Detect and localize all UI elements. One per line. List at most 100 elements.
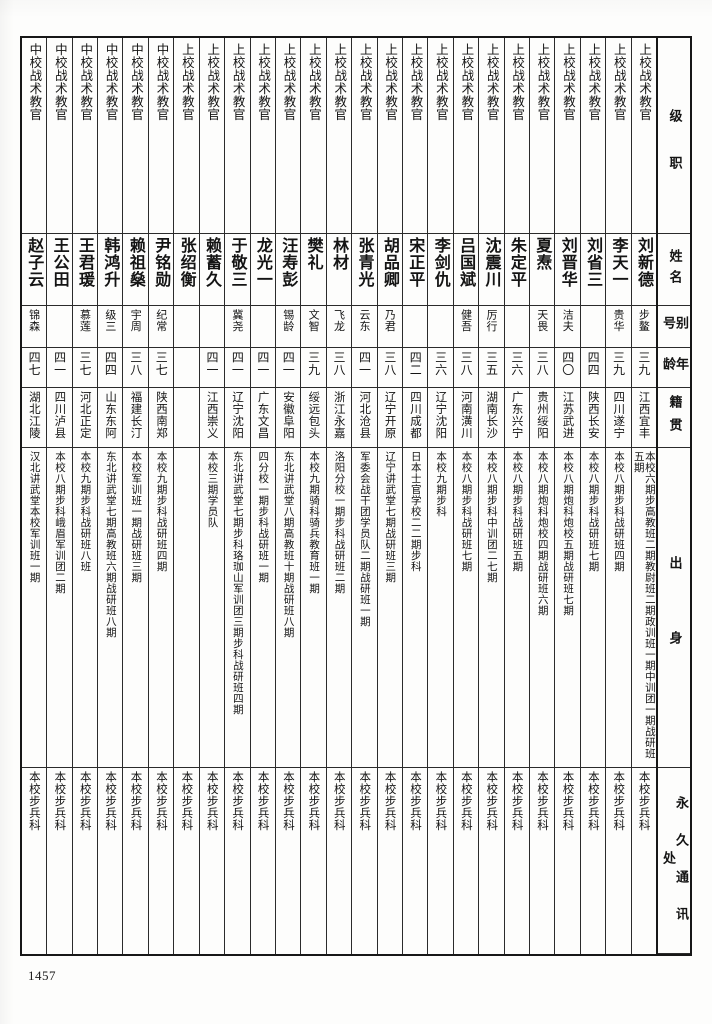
roster-column[interactable]: 上校战术教官 刘新德 步鳌 三九 江西宜丰 本校六期步高教班二期教尉班二期政训班一期中训团… — [630, 38, 656, 954]
header-label-name: 姓名 — [666, 248, 682, 291]
cell-age: 三六 — [504, 348, 529, 388]
cell-age: 四一 — [275, 348, 301, 388]
cell-age: 三八 — [123, 348, 148, 388]
value-permanent-address: 本校步兵科 — [78, 771, 93, 831]
value-origin: 本校九期步科 — [435, 451, 448, 517]
value-permanent-address: 本校步兵科 — [154, 771, 169, 831]
roster-column[interactable]: 上校战术教官 赖蓄久 四一 江西崇义 本校三期学员队 本校步兵科 — [198, 38, 225, 954]
cell-name: 于敬三 — [225, 234, 250, 306]
value-permanent-address: 本校步兵科 — [129, 771, 144, 831]
value-alias: 厉行 — [484, 309, 498, 332]
value-name: 赖祖燊 — [126, 237, 146, 288]
value-name: 夏焘 — [533, 237, 553, 271]
cell-origin: 本校军训班一期战研班三期 — [123, 448, 148, 768]
value-name: 尹铭勋 — [152, 237, 172, 288]
header-label-alias: 别号 — [660, 315, 688, 338]
header-label-rank: 级职 — [666, 108, 682, 203]
value-name: 赖蓄久 — [203, 237, 223, 288]
roster-column[interactable]: 上校战术教官 夏焘 天畏 三八 贵州绥阳 本校八期炮科炮校四期战研班六期 本校步兵科 — [528, 38, 555, 954]
roster-column[interactable]: 上校战术教官 吕国斌 健吾 三八 河南潢川 本校八期步科战研班七期 本校步兵科 — [452, 38, 479, 954]
cell-name: 李剑仇 — [428, 234, 453, 306]
cell-age — [174, 348, 199, 388]
cell-native-place: 江苏武进 — [555, 388, 580, 448]
cell-permanent-address: 本校步兵科 — [251, 768, 275, 954]
cell-native-place: 广东文昌 — [250, 388, 275, 448]
roster-column[interactable]: 上校战术教官 沈震川 厉行 三五 湖南长沙 本校八期步科中训团二七期 本校步兵科 — [478, 38, 504, 954]
roster-column[interactable]: 中校战术教官 王公田 四一 四川泸县 本校八期步科峨眉军训团二期 本校步兵科 — [46, 38, 72, 954]
cell-age: 三八 — [377, 348, 402, 388]
cell-rank: 上校战术教官 — [631, 38, 656, 234]
cell-age: 四四 — [580, 348, 606, 388]
value-origin: 本校三期学员队 — [206, 451, 219, 528]
roster-column[interactable]: 中校战术教官 韩鸿升 级三 四四 山东东阿 东北讲武堂七期高教班六期战研班八期 本校步兵科 — [97, 38, 123, 954]
value-origin: 军委会战干团学员队二期战研班一期 — [358, 451, 371, 627]
value-rank: 上校战术教官 — [230, 43, 246, 121]
cell-rank: 上校战术教官 — [275, 38, 301, 234]
roster-column[interactable]: 上校战术教官 宋正平 四二 四川成都 日本士官学校二二期步科 本校步兵科 — [401, 38, 428, 954]
value-alias: 宇周 — [129, 309, 143, 332]
cell-name: 夏焘 — [529, 234, 555, 306]
value-name: 李剑仇 — [431, 237, 451, 288]
header-cell-native-place: 籍贯 — [658, 388, 690, 448]
roster-column[interactable]: 上校战术教官 刘省三 四四 陕西长安 本校八期步科战研班七期 本校步兵科 — [579, 38, 606, 954]
roster-column[interactable]: 上校战术教官 汪寿彭 锡龄 四一 安徽阜阳 东北讲武堂八期高教班十期战研班八期 本校步兵科 — [274, 38, 301, 954]
roster-column[interactable]: 上校战术教官 张青光 云东 四一 河北沧县 军委会战干团学员队二期战研班一期 本校步兵科 — [351, 38, 377, 954]
roster-column[interactable]: 中校战术教官 赖祖燊 宇周 三八 福建长汀 本校军训班一期战研班三期 本校步兵科 — [122, 38, 148, 954]
cell-age: 三八 — [453, 348, 479, 388]
value-name: 汪寿彭 — [279, 237, 299, 288]
cell-alias — [250, 306, 275, 348]
roster-column[interactable]: 上校战术教官 胡品卿 乃君 三八 辽宁开原 辽宁讲武堂七期战研班三期 本校步兵科 — [376, 38, 402, 954]
roster-column[interactable]: 上校战术教官 樊礼 文智 三九 绥远包头 本校九期骑科骑兵教育班一期 本校步兵科 — [300, 38, 326, 954]
cell-permanent-address: 本校步兵科 — [123, 768, 147, 954]
cell-name: 林材 — [326, 234, 352, 306]
roster-column[interactable]: 上校战术教官 于敬三 冀尧 四一 辽宁沈阳 东北讲武堂七期步科珞珈山军训团三期步科战研班四… — [224, 38, 250, 954]
cell-native-place: 广东兴宁 — [504, 388, 529, 448]
roster-column[interactable]: 中校战术教官 尹铭勋 纪常 三七 陕西南郑 本校九期步科战研班四期 本校步兵科 — [147, 38, 174, 954]
roster-column[interactable]: 上校战术教官 刘晋华 洁夫 四〇 江苏武进 本校八期炮科炮校五期战研班七期 本校步兵科 — [554, 38, 580, 954]
roster-column[interactable]: 上校战术教官 李剑仇 三六 辽宁沈阳 本校九期步科 本校步兵科 — [427, 38, 453, 954]
value-age: 三九 — [611, 351, 626, 376]
value-origin: 本校八期步科战研班五期 — [511, 451, 524, 572]
value-age: 三九 — [636, 351, 651, 376]
value-permanent-address: 本校步兵科 — [434, 771, 449, 831]
cell-permanent-address: 本校步兵科 — [73, 768, 97, 954]
value-origin: 本校八期步科中训团二七期 — [485, 451, 498, 583]
value-rank: 上校战术教官 — [560, 43, 576, 121]
cell-origin: 本校八期步科中训团二七期 — [479, 448, 504, 768]
value-age: 四四 — [103, 351, 118, 376]
value-rank: 上校战术教官 — [332, 43, 348, 121]
roster-column[interactable]: 上校战术教官 李天一 贵华 三九 四川遂宁 本校八期步科战研班四期 本校步兵科 — [605, 38, 631, 954]
value-age: 四一 — [357, 351, 372, 376]
cell-permanent-address: 本校步兵科 — [22, 768, 46, 954]
cell-age: 三五 — [479, 348, 504, 388]
roster-column[interactable]: 上校战术教官 朱定平 三六 广东兴宁 本校八期步科战研班五期 本校步兵科 — [503, 38, 529, 954]
value-age: 四一 — [205, 351, 219, 376]
header-cell-name: 姓名 — [658, 234, 690, 306]
value-name: 宋正平 — [406, 237, 426, 288]
value-alias: 级三 — [103, 309, 117, 332]
roster-column[interactable]: 上校战术教官 张绍衡 本校步兵科 — [173, 38, 199, 954]
cell-rank: 上校战术教官 — [580, 38, 606, 234]
value-rank: 上校战术教官 — [484, 43, 500, 121]
value-native-place: 四川成都 — [409, 391, 423, 439]
value-name: 龙光一 — [253, 237, 273, 288]
cell-permanent-address: 本校步兵科 — [225, 768, 249, 954]
cell-rank: 中校战术教官 — [72, 38, 98, 234]
cell-origin: 本校六期步高教班二期教尉班二期政训班一期中训团一期战研班五期 — [631, 448, 656, 768]
value-origin: 四分校一期步科战研班一期 — [257, 451, 270, 583]
cell-alias: 文智 — [301, 306, 326, 348]
value-name: 沈震川 — [482, 237, 502, 288]
roster-column[interactable]: 上校战术教官 林材 飞龙 三八 浙江永嘉 洛阳分校一期步科战研班二期 本校步兵科 — [325, 38, 352, 954]
value-age: 三六 — [433, 351, 448, 376]
roster-column[interactable]: 中校战术教官 赵子云 锦森 四七 湖北江陵 汉北讲武堂本校军训班一期 本校步兵科 — [21, 38, 47, 954]
cell-age: 四一 — [250, 348, 275, 388]
value-native-place: 河北正定 — [78, 391, 93, 439]
cell-name: 张绍衡 — [174, 234, 199, 306]
roster-column[interactable]: 中校战术教官 王君瑗 慕莲 三七 河北正定 本校九期步科战研班八班 本校步兵科 — [71, 38, 98, 954]
value-name: 王君瑗 — [76, 237, 96, 288]
cell-permanent-address: 本校步兵科 — [454, 768, 478, 954]
header-label-native-place: 籍贯 — [666, 394, 682, 441]
value-name: 刘新德 — [634, 237, 654, 288]
roster-column[interactable]: 上校战术教官 龙光一 四一 广东文昌 四分校一期步科战研班一期 本校步兵科 — [249, 38, 275, 954]
value-origin: 本校九期步科战研班八班 — [79, 451, 92, 572]
